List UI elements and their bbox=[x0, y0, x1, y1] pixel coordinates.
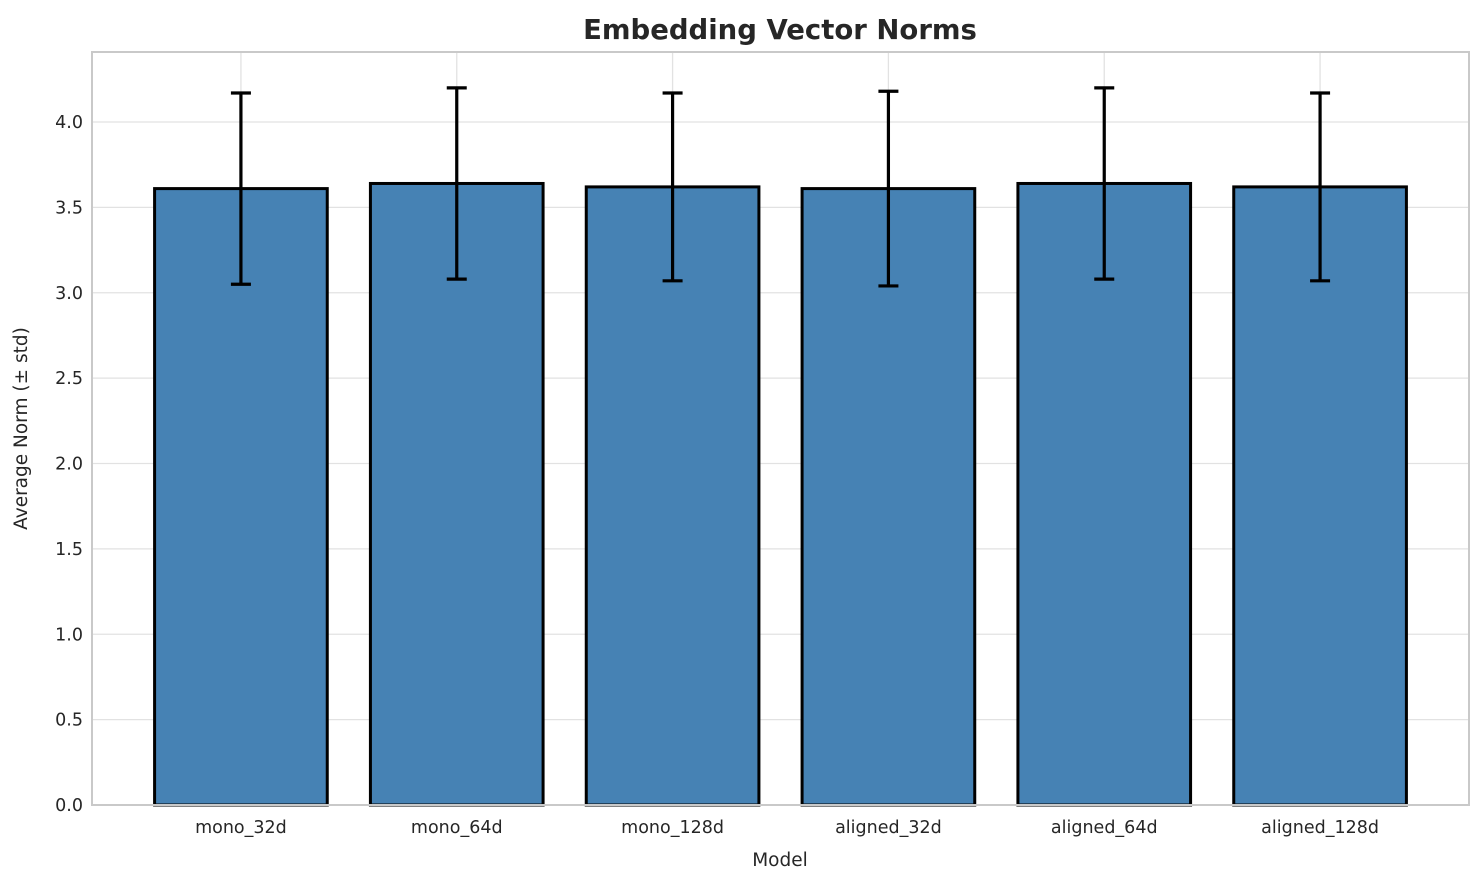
bar-mono_64d bbox=[368, 181, 545, 807]
y-tick-label: 3.0 bbox=[55, 284, 83, 304]
bar-aligned_32d bbox=[800, 187, 977, 807]
y-tick-label: 1.0 bbox=[55, 625, 83, 645]
x-tick-label: mono_128d bbox=[621, 818, 724, 838]
y-tick-label: 0.5 bbox=[55, 711, 83, 731]
errorbar-aligned_128d bbox=[1310, 91, 1331, 283]
errorbar-mono_64d bbox=[446, 86, 467, 281]
y-tick-label: 2.0 bbox=[55, 455, 83, 475]
errorbar-aligned_32d bbox=[878, 89, 899, 288]
bars-layer bbox=[153, 181, 1408, 807]
y-tick-label: 1.5 bbox=[55, 540, 83, 560]
plot-border bbox=[91, 51, 1470, 806]
y-tick-labels: 0.0 0.5 1.0 1.5 2.0 2.5 3.0 3.5 4.0 bbox=[55, 113, 83, 816]
errorbar-mono_128d bbox=[662, 91, 683, 283]
errorbar-mono_32d bbox=[230, 91, 251, 286]
x-tick-label: aligned_32d bbox=[835, 818, 942, 838]
x-axis-label: Model bbox=[752, 850, 808, 871]
chart-title: Embedding Vector Norms bbox=[583, 14, 977, 46]
y-axis-label: Average Norm (± std) bbox=[11, 327, 32, 530]
x-tick-label: aligned_128d bbox=[1261, 818, 1379, 838]
x-tick-label: aligned_64d bbox=[1051, 818, 1158, 838]
bar-mono_128d bbox=[584, 185, 761, 807]
errorbars-layer bbox=[230, 86, 1331, 288]
bar-mono_32d bbox=[153, 187, 329, 807]
spines-layer bbox=[91, 51, 1470, 806]
y-tick-label: 3.5 bbox=[55, 198, 83, 218]
x-tick-labels: mono_32d mono_64d mono_128d aligned_32d alig… bbox=[195, 818, 1379, 838]
x-tick-label: mono_64d bbox=[411, 818, 503, 838]
y-tick-label: 0.0 bbox=[55, 796, 83, 816]
x-tick-label: mono_32d bbox=[195, 818, 287, 838]
y-tick-label: 4.0 bbox=[55, 113, 83, 133]
bar-aligned_128d bbox=[1232, 185, 1408, 807]
errorbar-aligned_64d bbox=[1094, 86, 1115, 281]
y-tick-label: 2.5 bbox=[55, 369, 83, 389]
